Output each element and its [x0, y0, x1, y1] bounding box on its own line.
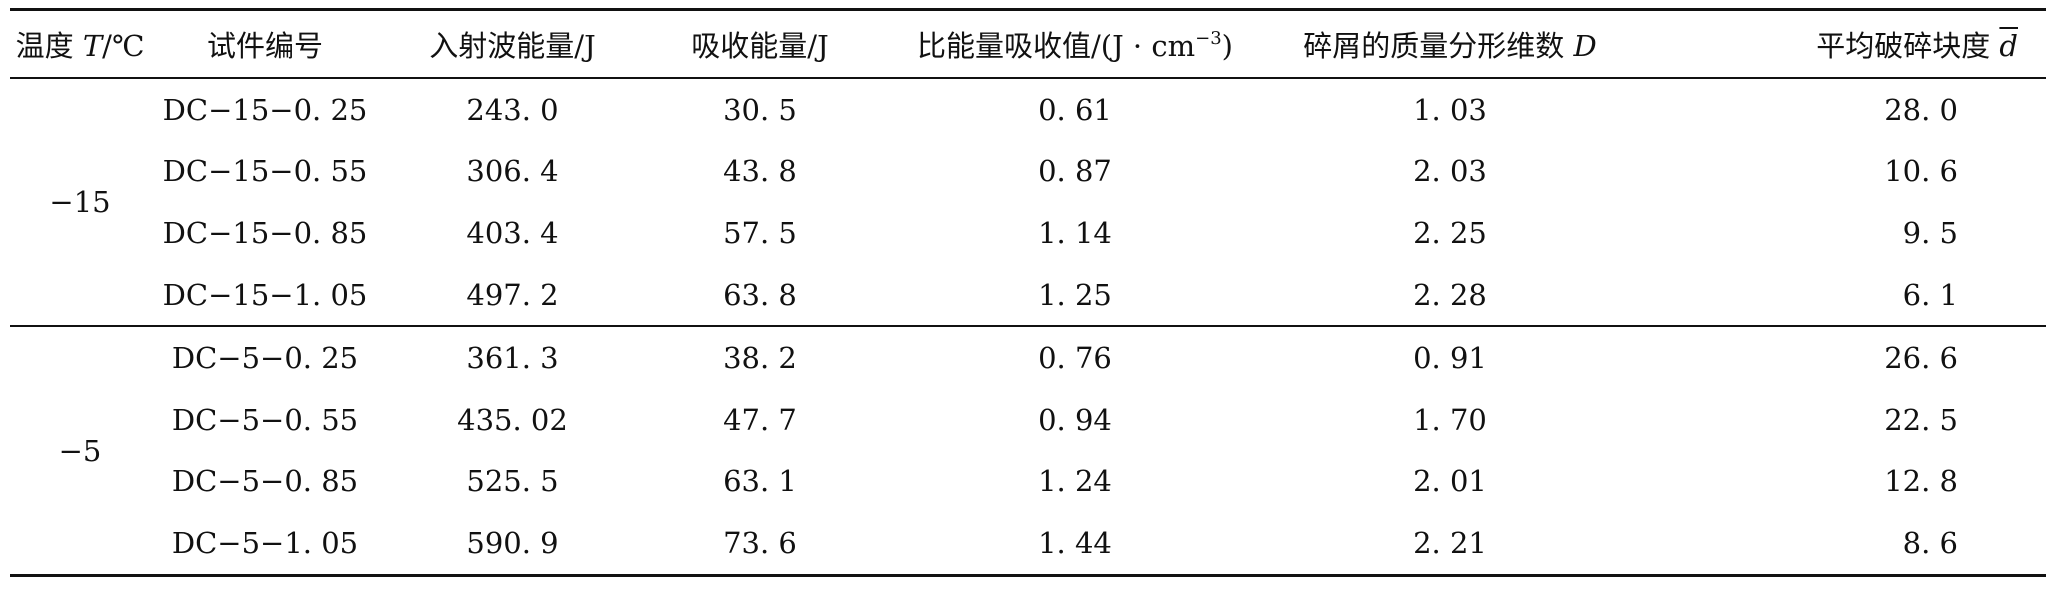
table-row: DC−5−0. 85 525. 5 63. 1 1. 24 2. 01 12. 8	[10, 451, 2046, 513]
fractal-dimension-cell: 1. 03	[1413, 92, 1487, 127]
average-fragment-cell: 8. 6	[1625, 512, 2046, 577]
average-fragment-cell: 12. 8	[1884, 464, 1958, 499]
absorbed-energy-cell: 47. 7	[723, 402, 797, 437]
table-row: DC−5−1. 05 590. 9 73. 6 1. 44 2. 21 8. 6	[10, 512, 2046, 577]
specimen-cell: DC−15−0. 85	[162, 215, 368, 250]
specific-energy-cell: 0. 94	[1038, 402, 1112, 437]
average-fragment-cell: 26. 6	[1884, 341, 1958, 376]
incident-energy-cell: 435. 02	[457, 402, 568, 437]
incident-energy-cell: 243. 0	[466, 92, 559, 127]
header-average-fragment: 平均破碎块度 d	[1625, 8, 2046, 79]
header-fractal-label: 碎屑的质量分形维数	[1303, 29, 1574, 63]
temperature-cell: −15	[10, 78, 150, 328]
fractal-dimension-cell: 2. 21	[1275, 512, 1625, 577]
specific-energy-cell: 0. 61	[1038, 92, 1112, 127]
specimen-cell: DC−15−0. 55	[162, 154, 368, 189]
incident-energy-cell: 497. 2	[380, 263, 645, 328]
table-body: −15 DC−15−0. 25 243. 0 30. 5 0. 61 1. 03 28. 0…	[10, 78, 2046, 577]
results-table: 温度 T/℃ 试件编号 入射波能量/J 吸收能量/J 比能量吸收值/(J · c…	[10, 8, 2046, 577]
header-specific-exponent: −3	[1195, 28, 1222, 49]
table-row: −5 DC−5−0. 25 361. 3 38. 2 0. 76 0. 91 26. 6	[10, 326, 2046, 577]
specimen-cell: DC−5−0. 55	[171, 402, 359, 437]
header-average-var: d	[1999, 29, 2018, 63]
average-fragment-cell: 9. 5	[1902, 215, 1958, 250]
incident-energy-cell: 306. 4	[466, 154, 559, 189]
header-specific-energy: 比能量吸收值/(J · cm−3)	[875, 8, 1275, 79]
absorbed-energy-cell: 57. 5	[723, 215, 797, 250]
header-temperature-label: 温度	[15, 29, 83, 63]
table-row: DC−15−0. 85 403. 4 57. 5 1. 14 2. 25 9. 5	[10, 202, 2046, 264]
absorbed-energy-cell: 63. 8	[645, 263, 875, 328]
specific-energy-cell: 0. 76	[1038, 341, 1112, 376]
header-specific-close: )	[1221, 29, 1233, 63]
fractal-dimension-cell: 2. 25	[1413, 215, 1487, 250]
specimen-cell: DC−15−0. 25	[162, 92, 368, 127]
absorbed-energy-cell: 30. 5	[723, 92, 797, 127]
header-temperature: 温度 T/℃	[10, 8, 150, 79]
specimen-cell: DC−15−1. 05	[150, 263, 380, 328]
specific-energy-cell: 1. 25	[875, 263, 1275, 328]
specimen-cell: DC−5−0. 85	[171, 464, 359, 499]
absorbed-energy-cell: 73. 6	[645, 512, 875, 577]
specific-energy-cell: 1. 44	[875, 512, 1275, 577]
table-row: DC−5−0. 55 435. 02 47. 7 0. 94 1. 70 22. 5	[10, 389, 2046, 451]
specific-energy-cell: 1. 24	[1038, 464, 1112, 499]
specific-energy-cell: 1. 14	[1038, 215, 1112, 250]
specimen-cell: DC−5−1. 05	[150, 512, 380, 577]
absorbed-energy-cell: 63. 1	[723, 464, 797, 499]
average-fragment-cell: 28. 0	[1884, 92, 1958, 127]
header-specific-label: 比能量吸收值/(J · cm	[917, 29, 1196, 63]
absorbed-energy-cell: 43. 8	[723, 154, 797, 189]
temperature-cell: −5	[10, 326, 150, 577]
header-absorbed-energy: 吸收能量/J	[645, 8, 875, 79]
table-row: DC−15−1. 05 497. 2 63. 8 1. 25 2. 28 6. 1	[10, 263, 2046, 328]
incident-energy-cell: 403. 4	[466, 215, 559, 250]
average-fragment-cell: 10. 6	[1884, 154, 1958, 189]
average-fragment-cell: 22. 5	[1884, 402, 1958, 437]
header-fractal-var: D	[1573, 29, 1597, 63]
header-fractal-dimension: 碎屑的质量分形维数 D	[1275, 8, 1625, 79]
incident-energy-cell: 525. 5	[466, 464, 559, 499]
table-row: −15 DC−15−0. 25 243. 0 30. 5 0. 61 1. 03 28. 0	[10, 78, 2046, 328]
header-incident-energy: 入射波能量/J	[380, 8, 645, 79]
header-temperature-var: T	[82, 29, 103, 63]
header-row: 温度 T/℃ 试件编号 入射波能量/J 吸收能量/J 比能量吸收值/(J · c…	[10, 8, 2046, 79]
fractal-dimension-cell: 2. 01	[1413, 464, 1487, 499]
header-average-label: 平均破碎块度	[1816, 29, 2000, 63]
incident-energy-cell: 590. 9	[380, 512, 645, 577]
specific-energy-cell: 0. 87	[1038, 154, 1112, 189]
fractal-dimension-cell: 0. 91	[1413, 341, 1487, 376]
fractal-dimension-cell: 2. 28	[1275, 263, 1625, 328]
table-row: DC−15−0. 55 306. 4 43. 8 0. 87 2. 03 10. 6	[10, 141, 2046, 203]
average-fragment-cell: 6. 1	[1625, 263, 2046, 328]
header-temperature-unit: /℃	[102, 29, 145, 63]
incident-energy-cell: 361. 3	[466, 341, 559, 376]
fractal-dimension-cell: 2. 03	[1413, 154, 1487, 189]
fractal-dimension-cell: 1. 70	[1413, 402, 1487, 437]
specimen-cell: DC−5−0. 25	[171, 341, 359, 376]
header-specimen: 试件编号	[150, 8, 380, 79]
absorbed-energy-cell: 38. 2	[723, 341, 797, 376]
